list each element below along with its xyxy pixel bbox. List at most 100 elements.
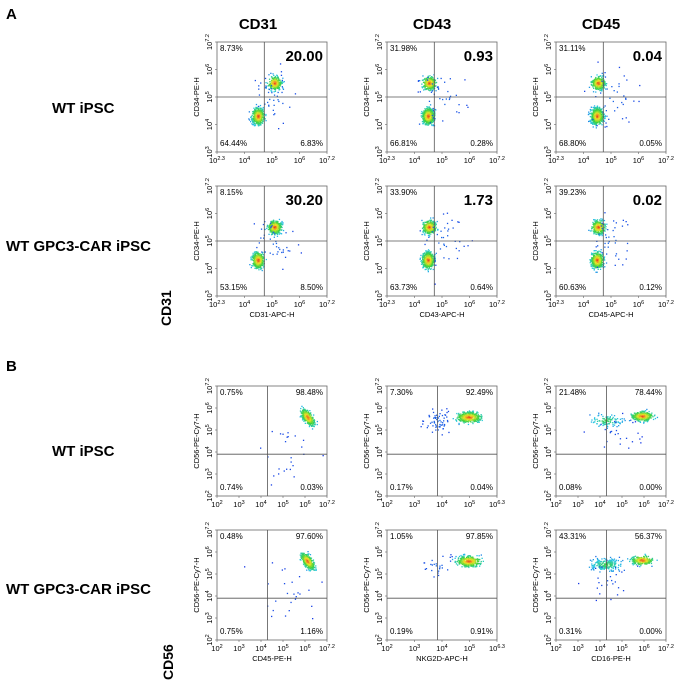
- event-dot: [604, 83, 606, 85]
- event-dot: [593, 105, 596, 107]
- event-dot: [271, 80, 274, 82]
- event-dot: [597, 87, 599, 89]
- event-dot: [593, 106, 595, 109]
- event-dot: [598, 87, 601, 89]
- event-dot: [448, 98, 451, 101]
- event-dot: [281, 79, 283, 82]
- event-dot: [428, 250, 430, 252]
- event-dot: [270, 226, 272, 228]
- panel-b-letter: B: [6, 358, 17, 375]
- event-dot: [256, 258, 258, 260]
- event-dot: [425, 84, 428, 87]
- event-dot: [600, 92, 602, 94]
- event-dot: [444, 81, 446, 83]
- event-dot: [600, 82, 602, 85]
- event-dot: [254, 110, 257, 112]
- event-dot: [259, 111, 261, 114]
- event-dot: [427, 253, 430, 255]
- event-dot: [443, 243, 445, 245]
- event-dot: [421, 116, 423, 118]
- event-dot: [274, 83, 276, 85]
- event-dot: [422, 115, 424, 118]
- event-dot: [591, 254, 593, 256]
- event-dot: [596, 115, 598, 118]
- event-dot: [421, 233, 423, 236]
- event-dot: [277, 80, 279, 82]
- event-dot: [593, 122, 595, 124]
- event-dot: [423, 89, 425, 91]
- quadrant-ll-value: 66.81%: [390, 139, 417, 148]
- event-dot: [594, 118, 596, 120]
- event-dot: [443, 257, 445, 259]
- event-dot: [269, 81, 271, 83]
- event-dot: [597, 260, 599, 263]
- quadrant-lr-value: 0.05%: [639, 139, 662, 148]
- event-dot: [598, 111, 600, 113]
- event-dot: [600, 219, 602, 222]
- event-dot: [263, 237, 265, 239]
- event-dot: [278, 225, 280, 228]
- event-dot: [596, 114, 598, 116]
- event-dot: [278, 81, 280, 84]
- event-dot: [274, 76, 277, 78]
- event-dot: [638, 100, 640, 103]
- event-dot: [601, 72, 603, 74]
- event-dot: [421, 86, 423, 88]
- event-dot: [424, 257, 426, 259]
- event-dot: [255, 114, 258, 116]
- event-dot: [431, 264, 433, 266]
- event-dot: [600, 257, 602, 259]
- event-dot: [256, 255, 258, 257]
- event-dot: [280, 81, 282, 83]
- row-label-wt-ipsc-b: WT iPSC: [52, 443, 115, 460]
- event-dot: [256, 257, 258, 259]
- event-dot: [421, 261, 423, 264]
- event-dot: [595, 260, 597, 262]
- event-dot: [270, 230, 273, 232]
- y-axis-label: CD34-PE-H: [531, 77, 540, 117]
- event-dot: [280, 226, 282, 228]
- event-dot: [598, 261, 600, 264]
- event-dot: [430, 231, 433, 233]
- event-dot: [269, 83, 271, 86]
- event-dot: [426, 118, 428, 121]
- event-dot: [422, 253, 424, 256]
- event-dot: [260, 122, 262, 124]
- y-tick-label: 105: [544, 91, 553, 102]
- event-dot: [271, 81, 273, 83]
- event-dot: [426, 78, 429, 80]
- event-dot: [603, 106, 605, 108]
- event-dot: [258, 116, 261, 118]
- event-dot: [600, 81, 602, 83]
- event-dot: [428, 235, 430, 237]
- event-dot: [264, 251, 266, 253]
- event-dot: [591, 227, 593, 229]
- x-tick-label: 102.3: [548, 156, 564, 165]
- event-dot: [253, 119, 256, 122]
- event-dot: [278, 226, 280, 228]
- event-dot: [442, 120, 444, 122]
- event-dot: [274, 230, 277, 233]
- event-dot: [596, 254, 598, 256]
- event-dot: [254, 109, 256, 111]
- event-dot: [261, 109, 263, 112]
- event-dot: [254, 116, 256, 118]
- event-dot: [272, 232, 274, 235]
- event-dot: [253, 122, 256, 124]
- event-dot: [600, 260, 602, 262]
- event-dot: [598, 257, 600, 259]
- event-dot: [433, 230, 435, 232]
- event-dot: [423, 85, 425, 87]
- event-dot: [431, 263, 433, 265]
- event-dot: [426, 118, 429, 120]
- event-dot: [430, 252, 432, 254]
- event-dot: [427, 109, 429, 111]
- event-dot: [435, 252, 437, 254]
- event-dot: [431, 79, 433, 81]
- event-dot: [588, 229, 590, 231]
- event-dot: [253, 113, 256, 115]
